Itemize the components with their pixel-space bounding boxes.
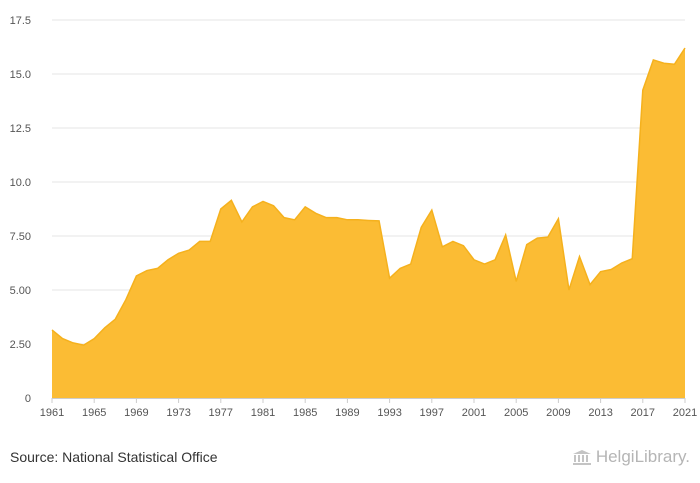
x-tick-label: 1981 [251, 407, 275, 419]
x-tick-label: 1985 [293, 407, 317, 419]
x-tick-label: 1993 [377, 407, 401, 419]
source-note: Source: National Statistical Office [10, 449, 218, 465]
y-tick-label: 5.00 [10, 285, 31, 297]
x-tick-label: 2013 [588, 407, 612, 419]
helgi-library-logo: HelgiLibrary. [572, 447, 690, 467]
y-tick-label: 17.5 [10, 15, 31, 27]
y-tick-label: 0 [25, 393, 31, 405]
x-tick-label: 1969 [124, 407, 148, 419]
y-tick-label: 15.0 [10, 69, 31, 81]
y-axis-tick-labels: 0 2.50 5.00 7.50 10.0 12.5 15.0 17.5 [10, 15, 31, 405]
y-tick-label: 7.50 [10, 231, 31, 243]
y-tick-label: 10.0 [10, 177, 31, 189]
y-tick-label: 12.5 [10, 123, 31, 135]
x-tick-label: 2001 [462, 407, 486, 419]
x-tick-label: 1977 [209, 407, 233, 419]
x-tick-label: 2021 [673, 407, 697, 419]
x-tick-label: 2017 [631, 407, 655, 419]
x-tick-label: 1961 [40, 407, 64, 419]
x-tick-label: 1965 [82, 407, 106, 419]
x-axis-tick-labels: 1961 1965 1969 1973 1977 1981 1985 1989 1993 1997… [40, 398, 697, 419]
x-tick-label: 1989 [335, 407, 359, 419]
building-columns-icon [572, 450, 591, 465]
x-tick-label: 1973 [166, 407, 190, 419]
series-line [51, 47, 686, 346]
x-tick-label: 1997 [420, 407, 444, 419]
y-tick-label: 2.50 [10, 339, 31, 351]
area-series [51, 47, 686, 398]
series-area [52, 48, 685, 398]
x-tick-label: 2009 [546, 407, 570, 419]
x-tick-label: 2005 [504, 407, 528, 419]
logo-text: HelgiLibrary. [595, 447, 690, 466]
